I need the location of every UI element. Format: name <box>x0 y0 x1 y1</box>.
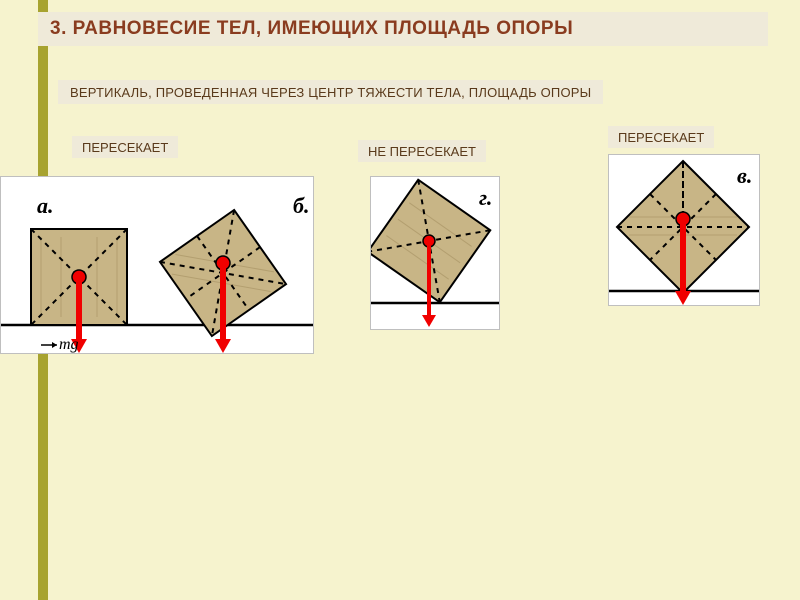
label-right: ПЕРЕСЕКАЕТ <box>608 126 714 148</box>
fig-letter-b: б. <box>293 193 309 218</box>
slide-subtitle: ВЕРТИКАЛЬ, ПРОВЕДЕННАЯ ЧЕРЕЗ ЦЕНТР ТЯЖЕС… <box>70 85 591 100</box>
figure-left: а. mg б. <box>0 176 314 354</box>
label-left: ПЕРЕСЕКАЕТ <box>72 136 178 158</box>
fig-letter-v: в. <box>737 163 752 188</box>
svg-text:mg: mg <box>59 336 79 353</box>
slide-subtitle-band: ВЕРТИКАЛЬ, ПРОВЕДЕННАЯ ЧЕРЕЗ ЦЕНТР ТЯЖЕС… <box>58 80 603 104</box>
figure-middle: г. <box>370 176 500 330</box>
figure-left-svg: а. mg б. <box>1 177 313 353</box>
figure-right-svg: в. <box>609 155 759 305</box>
label-middle: НЕ ПЕРЕСЕКАЕТ <box>358 140 486 162</box>
label-right-text: ПЕРЕСЕКАЕТ <box>618 130 704 145</box>
slide-title-band: 3. РАВНОВЕСИЕ ТЕЛ, ИМЕЮЩИХ ПЛОЩАДЬ ОПОРЫ <box>38 12 768 46</box>
fig-letter-g: г. <box>479 185 492 210</box>
label-left-text: ПЕРЕСЕКАЕТ <box>82 140 168 155</box>
fig-letter-a: а. <box>37 193 54 218</box>
figure-middle-svg: г. <box>371 177 499 329</box>
slide-title: 3. РАВНОВЕСИЕ ТЕЛ, ИМЕЮЩИХ ПЛОЩАДЬ ОПОРЫ <box>50 18 573 40</box>
figure-right: в. <box>608 154 760 306</box>
label-middle-text: НЕ ПЕРЕСЕКАЕТ <box>368 144 476 159</box>
